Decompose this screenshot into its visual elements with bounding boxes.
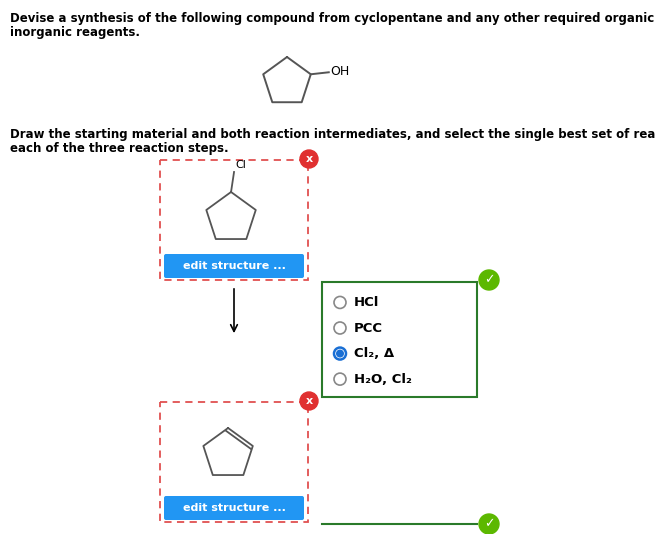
Text: PCC: PCC	[354, 321, 383, 334]
Text: x: x	[305, 154, 312, 164]
Circle shape	[300, 392, 318, 410]
FancyBboxPatch shape	[164, 496, 304, 520]
Circle shape	[334, 296, 346, 309]
Bar	[160, 160, 308, 280]
Text: edit structure ...: edit structure ...	[183, 261, 286, 271]
Circle shape	[479, 270, 499, 290]
Circle shape	[337, 350, 343, 357]
Circle shape	[334, 348, 346, 359]
Bar	[322, 282, 477, 397]
Text: Devise a synthesis of the following compound from cyclopentane and any other req: Devise a synthesis of the following comp…	[10, 12, 655, 25]
Bar	[160, 402, 308, 522]
Text: ✓: ✓	[484, 273, 495, 287]
Text: ✓: ✓	[484, 517, 495, 530]
Text: inorganic reagents.: inorganic reagents.	[10, 26, 140, 39]
Circle shape	[300, 150, 318, 168]
Text: H₂O, Cl₂: H₂O, Cl₂	[354, 373, 412, 386]
Circle shape	[479, 514, 499, 534]
Circle shape	[334, 322, 346, 334]
Text: Cl: Cl	[235, 160, 246, 170]
FancyBboxPatch shape	[164, 254, 304, 278]
Text: OH: OH	[329, 65, 349, 78]
Text: Draw the starting material and both reaction intermediates, and select the singl: Draw the starting material and both reac…	[10, 128, 655, 141]
Circle shape	[334, 373, 346, 385]
Text: Cl₂, Δ: Cl₂, Δ	[354, 347, 394, 360]
Text: HCl: HCl	[354, 296, 379, 309]
Text: edit structure ...: edit structure ...	[183, 503, 286, 513]
Text: x: x	[305, 396, 312, 406]
Text: each of the three reaction steps.: each of the three reaction steps.	[10, 142, 229, 155]
